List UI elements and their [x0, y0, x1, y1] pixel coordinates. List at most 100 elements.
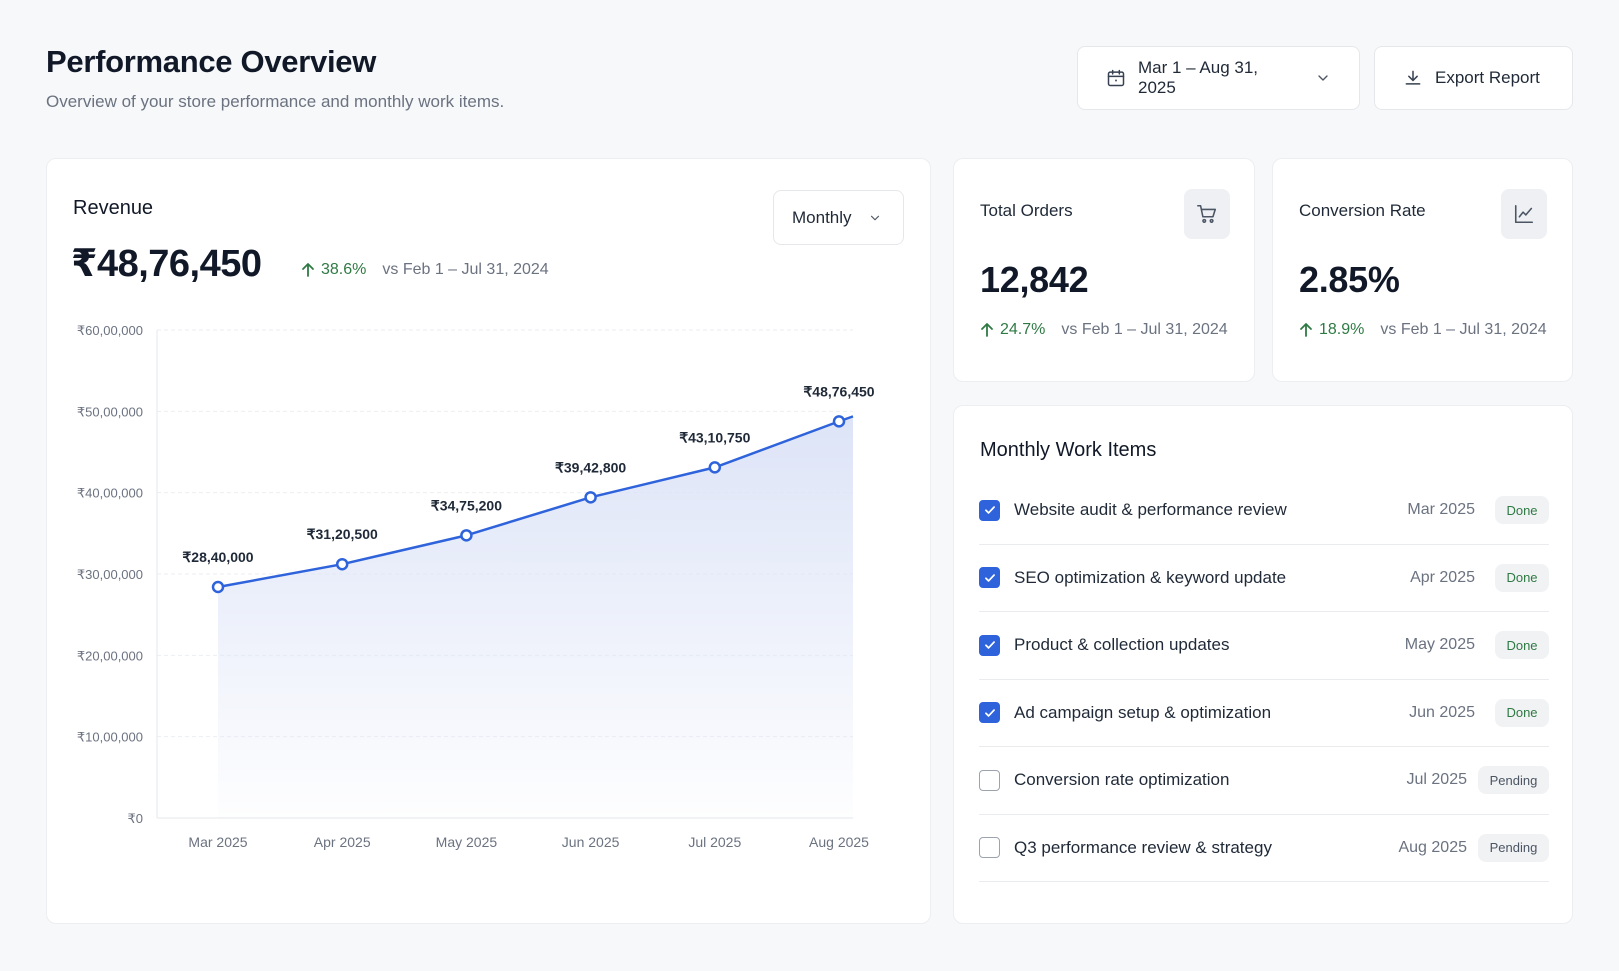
revenue-value: ₹48,76,450	[71, 243, 262, 285]
y-tick-label: ₹60,00,000	[77, 323, 143, 338]
x-tick-label: Jun 2025	[562, 834, 620, 850]
work-item-date: Jul 2025	[1406, 771, 1468, 789]
revenue-comparison: vs Feb 1 – Jul 31, 2024	[382, 261, 549, 278]
work-item-row: Website audit & performance review Mar 20…	[979, 477, 1549, 545]
checkmark-icon	[984, 641, 995, 650]
conversion-rate-delta: 18.9% vs Feb 1 – Jul 31, 2024	[1299, 321, 1547, 339]
x-tick-label: May 2025	[436, 834, 498, 850]
x-tick-label: Mar 2025	[188, 834, 247, 850]
y-tick-label: ₹0	[127, 811, 143, 826]
work-item-row: Product & collection updates May 2025 Done	[979, 612, 1549, 680]
work-item-checkbox[interactable]	[979, 499, 1000, 521]
data-label: ₹31,20,500	[307, 526, 378, 542]
work-item-date: Jun 2025	[1409, 703, 1475, 721]
work-items-list: Website audit & performance review Mar 20…	[979, 477, 1549, 882]
chevron-down-icon	[870, 215, 879, 220]
x-tick-label: Jul 2025	[688, 834, 741, 850]
conversion-rate-label: Conversion Rate	[1299, 201, 1426, 220]
revenue-delta: 38.6% vs Feb 1 – Jul 31, 2024	[301, 261, 549, 279]
date-range-label: Mar 1 – Aug 31, 2025	[1138, 58, 1259, 97]
data-label: ₹34,75,200	[431, 497, 502, 513]
chevron-down-icon	[1318, 75, 1328, 81]
status-badge: Pending	[1478, 833, 1549, 862]
work-item-date: Apr 2025	[1410, 568, 1475, 586]
work-item-date: Aug 2025	[1398, 838, 1467, 856]
cart-icon	[1184, 189, 1230, 239]
data-label: ₹43,10,750	[679, 429, 750, 445]
line-chart-icon	[1501, 189, 1547, 239]
y-tick-label: ₹50,00,000	[77, 404, 143, 419]
data-label: ₹48,76,450	[803, 383, 874, 399]
area-fill	[218, 416, 853, 818]
data-point	[832, 415, 846, 428]
revenue-chart: ₹0 ₹10,00,000 ₹20,00,000 ₹30,00,000 ₹40,00,0…	[77, 323, 875, 850]
status-badge: Done	[1495, 563, 1549, 592]
work-item-label: Conversion rate optimization	[1014, 770, 1230, 790]
data-label: ₹39,42,800	[555, 459, 626, 475]
work-item-checkbox[interactable]	[979, 567, 1000, 589]
total-orders-value: 12,842	[980, 259, 1089, 300]
status-badge: Pending	[1478, 766, 1549, 795]
page-subtitle: Overview of your store performance and m…	[46, 92, 505, 111]
y-tick-label: ₹40,00,000	[77, 486, 143, 501]
arrow-up-icon	[302, 263, 314, 277]
revenue-title: Revenue	[73, 197, 154, 219]
page-header: Performance Overview Overview of your st…	[46, 44, 504, 112]
checkmark-icon	[984, 708, 995, 717]
status-badge: Done	[1495, 698, 1549, 727]
total-orders-card: Total Orders 12,842 24.7% vs Feb 1 – Jul…	[953, 158, 1255, 382]
y-tick-label: ₹20,00,000	[77, 648, 143, 663]
work-item-checkbox[interactable]	[979, 702, 1000, 724]
conversion-rate-comparison: vs Feb 1 – Jul 31, 2024	[1380, 321, 1547, 338]
y-tick-label: ₹30,00,000	[77, 567, 143, 582]
conversion-rate-value: 2.85%	[1299, 259, 1400, 300]
data-point	[708, 461, 722, 474]
export-report-label: Export Report	[1435, 68, 1540, 87]
work-item-label: Ad campaign setup & optimization	[1014, 702, 1272, 722]
conversion-rate-card: Conversion Rate 2.85% 18.9% vs Feb 1 – J…	[1272, 158, 1573, 382]
work-item-label: Product & collection updates	[1014, 635, 1230, 655]
total-orders-comparison: vs Feb 1 – Jul 31, 2024	[1061, 321, 1228, 338]
y-tick-label: ₹10,00,000	[77, 730, 143, 745]
page-title: Performance Overview	[46, 44, 377, 79]
total-orders-delta: 24.7% vs Feb 1 – Jul 31, 2024	[980, 321, 1228, 339]
work-item-label: Website audit & performance review	[1014, 500, 1287, 520]
x-tick-label: Apr 2025	[314, 834, 371, 850]
download-icon	[1405, 70, 1421, 85]
work-item-date: May 2025	[1404, 636, 1475, 654]
arrow-up-icon	[981, 323, 993, 337]
work-item-checkbox[interactable]	[979, 769, 1000, 791]
work-item-row: Ad campaign setup & optimization Jun 2025…	[979, 680, 1549, 747]
period-select[interactable]: Monthly	[773, 190, 904, 245]
work-item-row: Conversion rate optimization Jul 2025 Pend…	[979, 747, 1549, 815]
date-range-button[interactable]: Mar 1 – Aug 31, 2025	[1077, 46, 1360, 110]
work-item-row: Q3 performance review & strategy Aug 2025…	[979, 815, 1549, 882]
data-point	[584, 491, 597, 504]
work-item-date: Mar 2025	[1407, 501, 1475, 519]
work-item-checkbox[interactable]	[979, 634, 1000, 656]
checkmark-icon	[984, 506, 995, 515]
period-select-value: Monthly	[792, 207, 852, 227]
checkmark-icon	[984, 573, 995, 582]
revenue-card: ₹0 ₹10,00,000 ₹20,00,000 ₹30,00,000 ₹40,00,0…	[46, 158, 931, 924]
conversion-rate-delta-value: 18.9%	[1319, 321, 1365, 338]
work-item-checkbox[interactable]	[979, 837, 1000, 859]
calendar-icon	[1107, 69, 1125, 87]
work-items-card: Monthly Work Items Website audit & perfo…	[953, 405, 1573, 924]
total-orders-label: Total Orders	[980, 201, 1073, 220]
data-label: ₹28,40,000	[182, 549, 253, 565]
x-tick-label: Aug 2025	[809, 834, 869, 850]
total-orders-delta-value: 24.7%	[1000, 321, 1046, 338]
status-badge: Done	[1495, 631, 1549, 660]
data-point	[335, 557, 349, 571]
work-item-row: SEO optimization & keyword update Apr 202…	[979, 545, 1549, 612]
work-item-label: Q3 performance review & strategy	[1014, 837, 1272, 857]
work-item-label: SEO optimization & keyword update	[1014, 567, 1287, 587]
revenue-delta-value: 38.6%	[321, 261, 367, 278]
export-report-button[interactable]: Export Report	[1374, 46, 1573, 110]
arrow-up-icon	[1300, 323, 1312, 337]
data-point	[211, 580, 225, 594]
work-items-title: Monthly Work Items	[980, 439, 1157, 461]
data-point	[460, 529, 473, 542]
status-badge: Done	[1495, 496, 1549, 525]
